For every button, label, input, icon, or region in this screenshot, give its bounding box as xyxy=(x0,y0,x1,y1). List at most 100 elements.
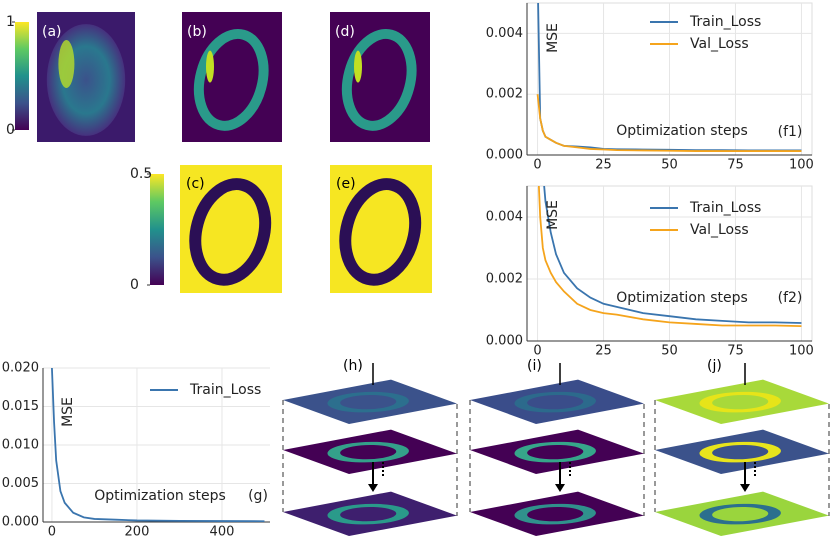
y-tick-label: 0.002 xyxy=(486,272,523,287)
y-tick-label: 0.004 xyxy=(486,210,523,225)
image-hot xyxy=(206,50,214,83)
x-axis-label: Optimization steps xyxy=(94,488,226,504)
image-layer xyxy=(655,429,830,475)
layer-bg xyxy=(283,429,458,475)
panel-label: (j) xyxy=(707,358,722,374)
image-ring xyxy=(193,28,269,131)
x-tick-label: 75 xyxy=(727,158,744,173)
x-tick-label: 50 xyxy=(661,344,678,359)
panel-label: (h) xyxy=(343,358,363,374)
line xyxy=(543,186,802,324)
image-layer xyxy=(283,429,458,475)
image-layer xyxy=(470,491,645,537)
image-panel xyxy=(330,12,430,142)
layer-ring xyxy=(699,391,781,413)
image-layer xyxy=(283,491,458,537)
legend-label: Train_Loss xyxy=(189,382,261,398)
x-tick-label: 25 xyxy=(595,344,612,359)
layer-ring xyxy=(699,503,781,525)
arrow-head xyxy=(740,484,750,492)
annotation: (f1) xyxy=(778,124,803,140)
layer-bg xyxy=(470,491,645,537)
layer-bg xyxy=(655,429,830,475)
layer-bg xyxy=(655,379,830,425)
annotation: (f2) xyxy=(778,290,803,306)
x-tick-label: 0 xyxy=(48,525,56,540)
y-tick-label: 0.020 xyxy=(2,361,39,376)
panel-label: (a) xyxy=(42,24,62,40)
image-ring xyxy=(341,28,417,131)
image-layer xyxy=(470,429,645,475)
layer-ring xyxy=(514,503,596,525)
x-axis-label: Optimization steps xyxy=(616,123,748,139)
y-tick-label: 0.015 xyxy=(2,399,39,414)
image-hot xyxy=(58,40,75,88)
x-tick-label: 50 xyxy=(661,158,678,173)
colorbar-tick-label: 1 xyxy=(6,14,15,30)
x-axis-label: Optimization steps xyxy=(616,290,748,306)
legend-label: Train_Loss xyxy=(689,200,761,216)
line xyxy=(536,94,802,152)
y-tick-label: 0.000 xyxy=(2,515,39,530)
panel-label: (i) xyxy=(527,358,542,374)
image-layer xyxy=(283,379,458,425)
colorbar xyxy=(15,22,29,130)
panel-label: (c) xyxy=(186,176,205,192)
y-tick-label: 0.002 xyxy=(486,87,523,102)
layer-ring xyxy=(327,391,409,413)
arrow-head xyxy=(555,484,565,492)
line xyxy=(537,186,802,328)
x-tick-label: 0 xyxy=(533,344,541,359)
layer-bg xyxy=(470,379,645,425)
image-panel xyxy=(182,12,282,142)
colorbar-tick-label: 0 xyxy=(130,277,139,293)
colorbar xyxy=(150,174,164,285)
legend-label: Val_Loss xyxy=(690,36,749,52)
legend-label: Train_Loss xyxy=(689,14,761,30)
image-hot xyxy=(354,50,362,83)
y-axis-label: MSE xyxy=(545,23,561,53)
layer-bg xyxy=(283,491,458,537)
annotation: (g) xyxy=(248,488,268,504)
layer-ring xyxy=(327,503,409,525)
layer-bg xyxy=(655,491,830,537)
layer-bg xyxy=(283,379,458,425)
image-ring xyxy=(339,178,422,286)
image-panel xyxy=(180,165,282,293)
legend-label: Val_Loss xyxy=(690,222,749,238)
image-ring xyxy=(189,178,272,286)
image-layer xyxy=(655,379,830,425)
panel-label: (e) xyxy=(336,176,356,192)
layer-ring xyxy=(327,441,409,463)
panel-label: (d) xyxy=(335,24,355,40)
image-panel xyxy=(330,165,432,293)
line xyxy=(51,368,265,522)
x-tick-label: 75 xyxy=(727,344,744,359)
y-tick-label: 0.000 xyxy=(486,148,523,163)
layer-ring xyxy=(699,441,781,463)
layer-ring xyxy=(514,391,596,413)
y-axis-label: MSE xyxy=(60,397,76,427)
panel-label: (b) xyxy=(187,24,207,40)
arrow-head xyxy=(368,484,378,492)
x-tick-label: 25 xyxy=(595,158,612,173)
x-tick-label: 200 xyxy=(125,525,150,540)
colorbar-tick-label: 0.5 xyxy=(130,166,152,182)
image-blob xyxy=(46,24,126,136)
x-tick-label: 100 xyxy=(789,158,814,173)
x-tick-label: 100 xyxy=(789,344,814,359)
y-tick-label: 0.005 xyxy=(2,476,39,491)
image-layer xyxy=(655,491,830,537)
layer-ring xyxy=(514,441,596,463)
y-tick-label: 0.000 xyxy=(486,334,523,349)
image-layer xyxy=(470,379,645,425)
colorbar-tick-label: 0 xyxy=(6,122,15,138)
image-panel xyxy=(37,12,135,142)
x-tick-label: 400 xyxy=(210,525,235,540)
x-tick-label: 0 xyxy=(533,158,541,173)
y-tick-label: 0.004 xyxy=(486,26,523,41)
y-axis-label: MSE xyxy=(545,200,561,230)
y-tick-label: 0.010 xyxy=(2,438,39,453)
